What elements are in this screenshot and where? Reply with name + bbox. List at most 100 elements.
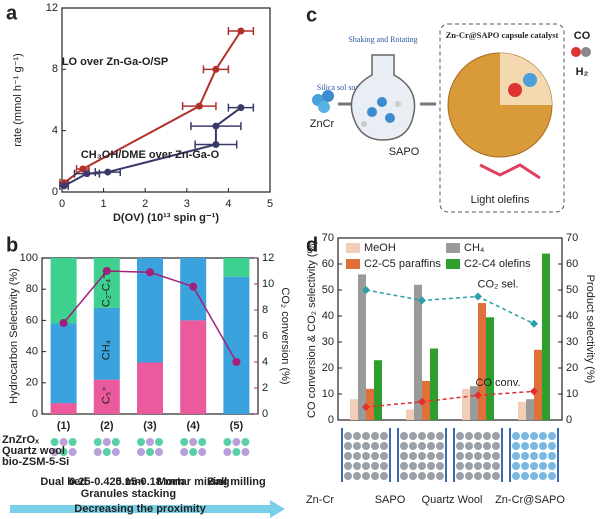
- particle: [521, 472, 529, 480]
- particle: [371, 462, 379, 470]
- particle: [465, 432, 473, 440]
- particle: [521, 452, 529, 460]
- particle: [492, 472, 500, 480]
- caption: Ball milling: [207, 476, 266, 488]
- y2-tick-label: 50: [566, 284, 578, 296]
- capsule-label: Zn-Cr@SAPO capsule catalyst: [446, 30, 559, 40]
- bar-segment: [93, 379, 120, 414]
- particle: [137, 448, 145, 456]
- line-point: [418, 296, 426, 305]
- particle: [456, 452, 464, 460]
- particle: [483, 462, 491, 470]
- particle: [465, 462, 473, 470]
- legend-swatch: [446, 243, 460, 253]
- particle: [409, 472, 417, 480]
- particle: [223, 448, 232, 456]
- bar: [478, 303, 486, 420]
- bar: [462, 388, 470, 420]
- particle: [530, 472, 538, 480]
- y2-axis-title: CO₂ conversion (%): [279, 287, 291, 384]
- particle: [198, 438, 207, 446]
- legend-label: MeOH: [364, 242, 396, 254]
- zncr-label: ZnCr: [310, 118, 335, 130]
- particle: [400, 432, 408, 440]
- particle: [492, 452, 500, 460]
- particle: [59, 438, 68, 446]
- particle: [456, 472, 464, 480]
- particle: [371, 432, 379, 440]
- particle: [93, 448, 102, 456]
- point: [79, 165, 87, 173]
- particle: [241, 438, 250, 446]
- series-label: LO over Zn-Ga-O/SP: [62, 56, 168, 68]
- point: [83, 170, 91, 178]
- particle: [456, 442, 464, 450]
- particle: [146, 448, 154, 456]
- bar-segment: [137, 362, 163, 414]
- particle: [418, 462, 426, 470]
- particle: [548, 472, 556, 480]
- particle: [137, 438, 145, 446]
- line-point: [362, 286, 370, 294]
- particle: [418, 452, 426, 460]
- particle: [371, 472, 379, 480]
- particle: [371, 442, 379, 450]
- line: [365, 390, 535, 408]
- group-caption: Granules stacking: [81, 488, 176, 500]
- y2-tick-label: 0: [262, 408, 268, 420]
- legend-label: C2-C4 olefins: [464, 258, 531, 270]
- segment-label: C₂-C₄⁼: [101, 273, 113, 307]
- particle: [512, 442, 520, 450]
- proximity-arrow: [10, 500, 285, 518]
- line-point: [362, 403, 370, 411]
- conversion-point: [146, 268, 154, 277]
- particle: [362, 452, 370, 460]
- bar: [518, 401, 526, 420]
- particle: [427, 462, 435, 470]
- particle: [409, 462, 417, 470]
- particle: [395, 101, 401, 107]
- particle: [50, 448, 59, 456]
- particle: [483, 432, 491, 440]
- y2-tick-label: 10: [262, 278, 274, 290]
- molecule: [523, 73, 537, 87]
- y-axis-title: CO conversion & CO₂ selectivity (%): [306, 240, 318, 418]
- bar: [414, 284, 422, 420]
- y-axis-title: rate (mmol h⁻¹ g⁻¹): [12, 53, 24, 147]
- particle: [512, 452, 520, 460]
- particle: [474, 452, 482, 460]
- reactor-wall: [453, 428, 503, 482]
- point: [195, 102, 203, 110]
- reactor-wall: [397, 428, 447, 482]
- material-label: SAPO: [375, 494, 406, 506]
- x-axis-title: D(OV) (10¹³ spin g⁻¹): [113, 212, 219, 224]
- y-tick-label: 4: [52, 125, 58, 137]
- olefin: [479, 163, 541, 180]
- particle: [521, 432, 529, 440]
- particle: [146, 438, 154, 446]
- bar: [526, 399, 534, 420]
- particle: [353, 472, 361, 480]
- panel-c: c ZnCr Silica sol soaking Shaking and Ro…: [306, 4, 591, 213]
- molecule: [508, 83, 522, 97]
- particle: [361, 121, 367, 127]
- particle: [530, 452, 538, 460]
- particle: [362, 472, 370, 480]
- zncr-ball: [322, 90, 334, 102]
- layer-label: ZnZrOₓ: [2, 434, 40, 446]
- particle: [241, 448, 250, 456]
- y2-tick-label: 8: [262, 304, 268, 316]
- particle: [512, 462, 520, 470]
- particle: [548, 462, 556, 470]
- y2-tick-label: 6: [262, 330, 268, 342]
- y-tick-label: 100: [20, 252, 38, 264]
- segment-label: C₅⁺: [101, 386, 113, 404]
- plot-frame: [337, 237, 563, 421]
- particle: [530, 462, 538, 470]
- particle: [362, 432, 370, 440]
- particle: [353, 452, 361, 460]
- x-tick-label: 1: [101, 198, 107, 210]
- point: [237, 27, 245, 35]
- particle: [436, 462, 444, 470]
- particle: [380, 452, 388, 460]
